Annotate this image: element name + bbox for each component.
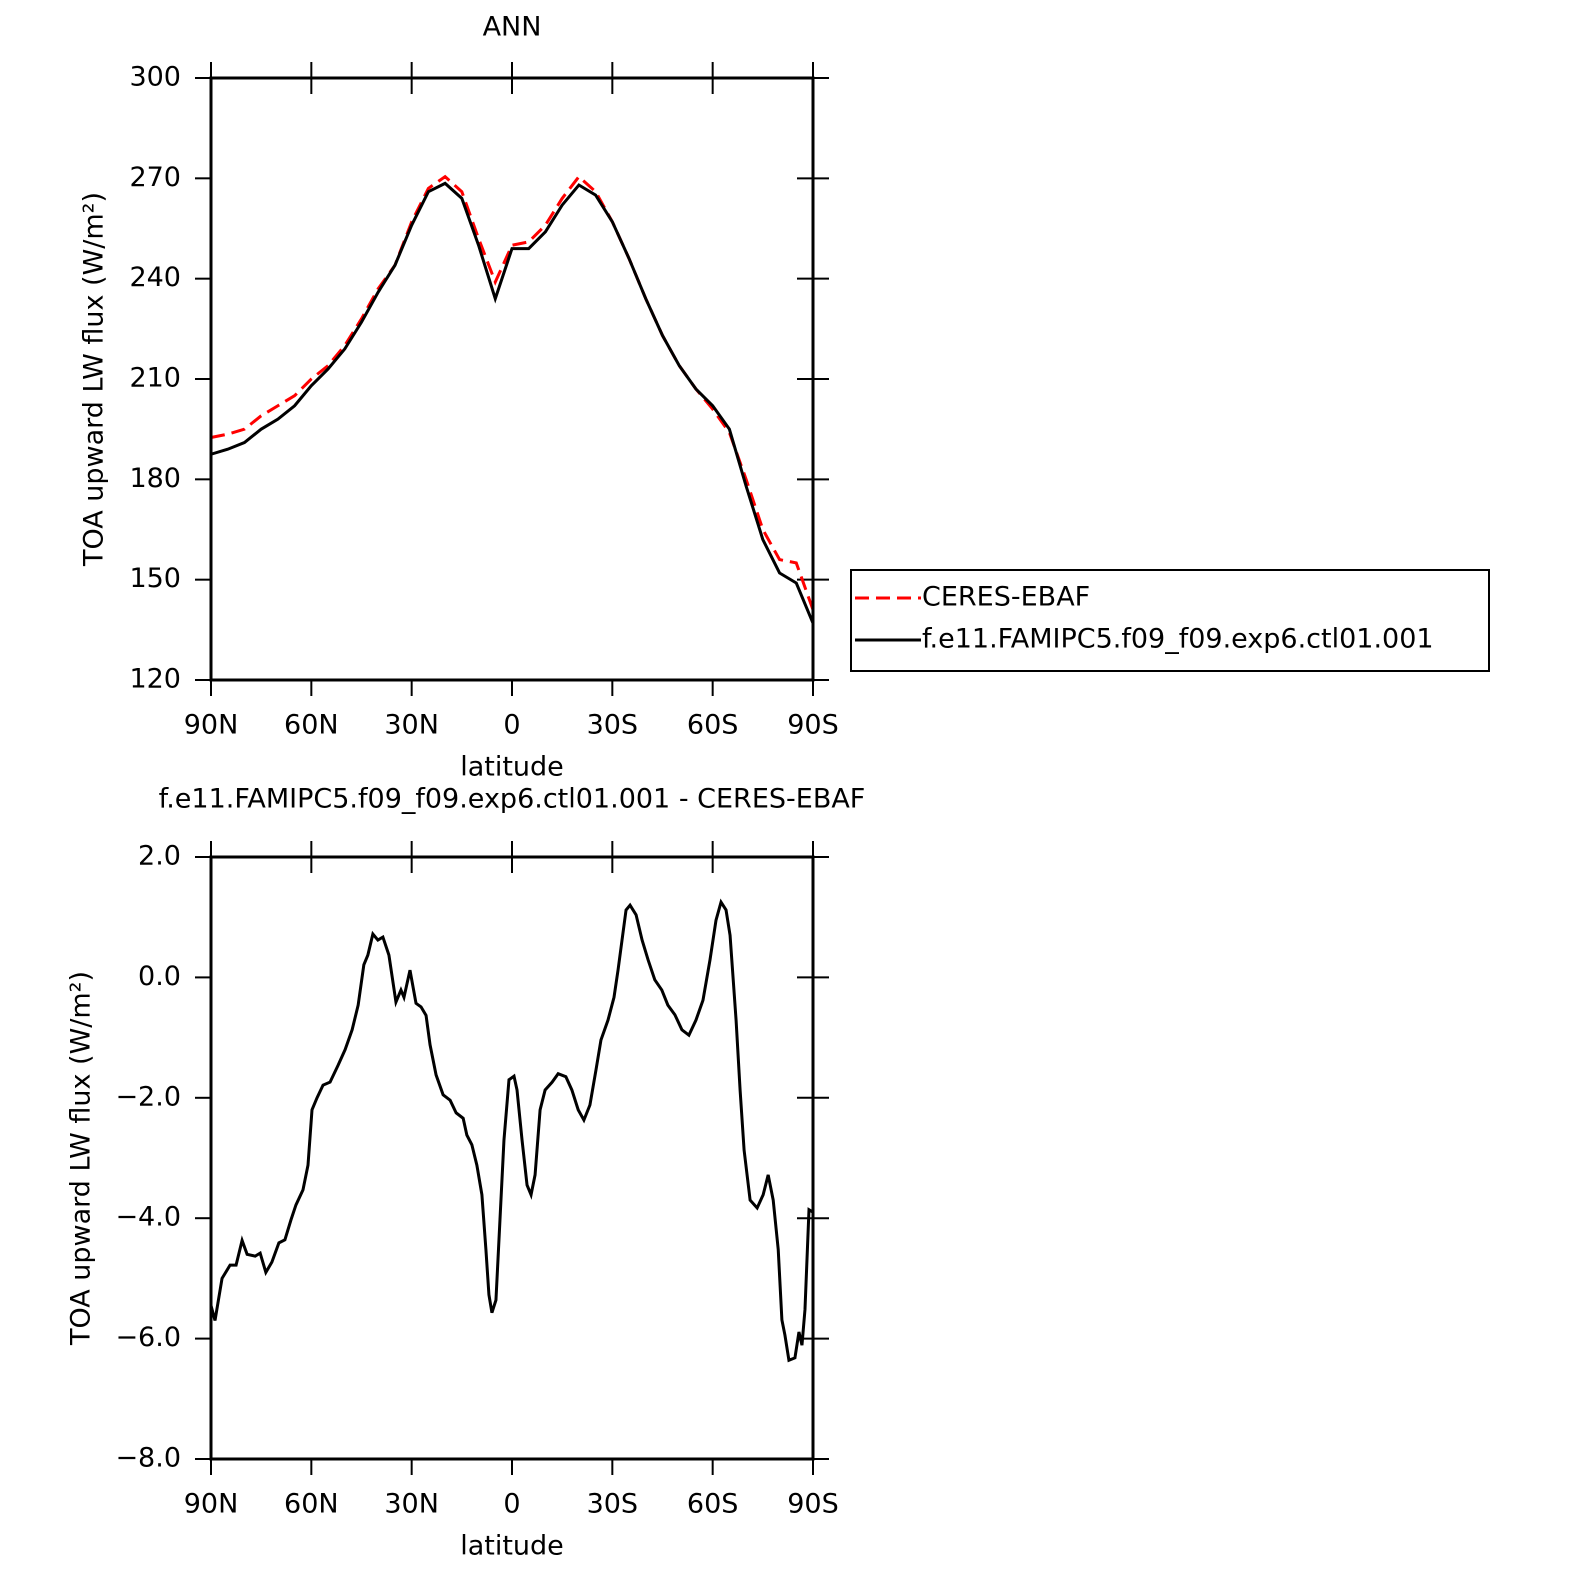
y-axis-label: TOA upward LW flux (W/m²) (79, 192, 110, 567)
y-tick-label: 240 (129, 262, 181, 293)
x-tick-label: 90N (184, 710, 239, 741)
x-tick-label: 90N (184, 1489, 239, 1520)
chart-title: f.e11.FAMIPC5.f09_f09.exp6.ctl01.001 - C… (159, 784, 866, 815)
y-tick-label: 0.0 (138, 961, 181, 992)
data-line (210, 174, 815, 611)
data-line (210, 181, 815, 624)
y-tick-label: 180 (129, 463, 181, 494)
legend-label: CERES-EBAF (922, 582, 1090, 613)
y-tick-label: 2.0 (138, 841, 181, 872)
y-tick-label: 150 (129, 563, 181, 594)
x-tick-label: 0 (503, 1489, 520, 1520)
x-tick-label: 60S (687, 710, 739, 741)
x-tick-label: 30N (384, 1489, 439, 1520)
x-axis-label: latitude (460, 752, 564, 783)
y-tick-label: 120 (129, 664, 181, 695)
x-tick-label: 30N (384, 710, 439, 741)
x-tick-label: 0 (503, 710, 520, 741)
x-tick-label: 60N (284, 710, 339, 741)
y-tick-label: 270 (129, 162, 181, 193)
x-tick-label: 30S (587, 710, 639, 741)
x-tick-label: 60S (687, 1489, 739, 1520)
x-axis-label: latitude (460, 1531, 564, 1562)
legend-box (850, 569, 1490, 672)
y-tick-label: −2.0 (115, 1081, 181, 1112)
x-tick-label: 90S (787, 710, 839, 741)
data-line (209, 898, 814, 1363)
plot-frame (209, 855, 815, 1461)
y-tick-label: 210 (129, 363, 181, 394)
y-tick-label: −8.0 (115, 1443, 181, 1474)
chart-title: ANN (483, 12, 542, 43)
x-tick-label: 60N (284, 1489, 339, 1520)
x-tick-label: 90S (787, 1489, 839, 1520)
y-tick-label: 300 (129, 62, 181, 93)
legend-label: f.e11.FAMIPC5.f09_f09.exp6.ctl01.001 (922, 624, 1434, 655)
plot-frame (209, 76, 815, 682)
y-tick-label: −4.0 (115, 1202, 181, 1233)
x-tick-label: 30S (587, 1489, 639, 1520)
y-axis-label: TOA upward LW flux (W/m²) (66, 971, 97, 1346)
y-tick-label: −6.0 (115, 1322, 181, 1353)
